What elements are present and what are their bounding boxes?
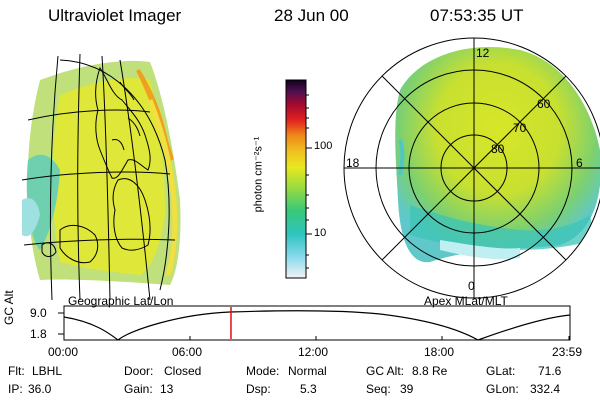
colorbar-unit-label: photon cm⁻²s⁻¹: [252, 136, 265, 213]
colorbar-tick-100: 100: [314, 140, 333, 152]
altitude-ymin: 1.8: [30, 327, 47, 341]
gc-alt-label: GC Alt:: [366, 364, 405, 378]
mode-value: Normal: [288, 364, 327, 378]
mlt-label-0: 0: [468, 279, 475, 293]
date-label: 28 Jun 00: [274, 6, 349, 25]
x-tick-2359: 23:59: [552, 345, 583, 359]
glon-value: 332.4: [530, 382, 561, 396]
mlat-label-60: 60: [537, 97, 551, 111]
instrument-title: Ultraviolet Imager: [48, 6, 182, 25]
ip-label: IP:: [8, 382, 23, 396]
glon-label: GLon:: [486, 382, 519, 396]
x-tick-0600: 06:00: [172, 345, 203, 359]
geographic-label: Geographic Lat/Lon: [68, 294, 174, 308]
altitude-ylabel: GC Alt: [2, 290, 16, 325]
x-tick-1800: 18:00: [424, 345, 455, 359]
dsp-value: 5.3: [300, 382, 317, 396]
mlt-label-18: 18: [346, 156, 360, 170]
altitude-ymax: 9.0: [30, 306, 47, 320]
flt-label: Flt:: [8, 364, 25, 378]
gain-value: 13: [160, 382, 174, 396]
glat-label: GLat:: [486, 364, 516, 378]
gain-label: Gain:: [124, 382, 153, 396]
polar-plot: [343, 37, 600, 299]
x-tick-0000: 00:00: [48, 345, 79, 359]
mode-label: Mode:: [246, 364, 280, 378]
mlt-label-12: 12: [476, 46, 490, 60]
altitude-panel: [58, 305, 571, 341]
mlat-label-80: 80: [491, 142, 505, 156]
mlat-label-70: 70: [513, 121, 527, 135]
apex-label: Apex MLat/MLT: [424, 294, 508, 308]
seq-value: 39: [400, 382, 414, 396]
dsp-label: Dsp:: [246, 382, 271, 396]
geographic-map: [21, 53, 181, 301]
colorbar: [285, 79, 312, 279]
glat-value: 71.6: [538, 364, 562, 378]
x-tick-1200: 12:00: [298, 345, 329, 359]
gc-alt-value: 8.8 Re: [412, 364, 448, 378]
ip-value: 36.0: [28, 382, 52, 396]
seq-label: Seq:: [366, 382, 391, 396]
door-value: Closed: [164, 364, 202, 378]
door-label: Door:: [124, 364, 154, 378]
flt-value: LBHL: [32, 364, 63, 378]
colorbar-tick-10: 10: [314, 227, 327, 239]
mlt-label-6: 6: [576, 156, 583, 170]
time-label: 07:53:35 UT: [430, 6, 524, 25]
